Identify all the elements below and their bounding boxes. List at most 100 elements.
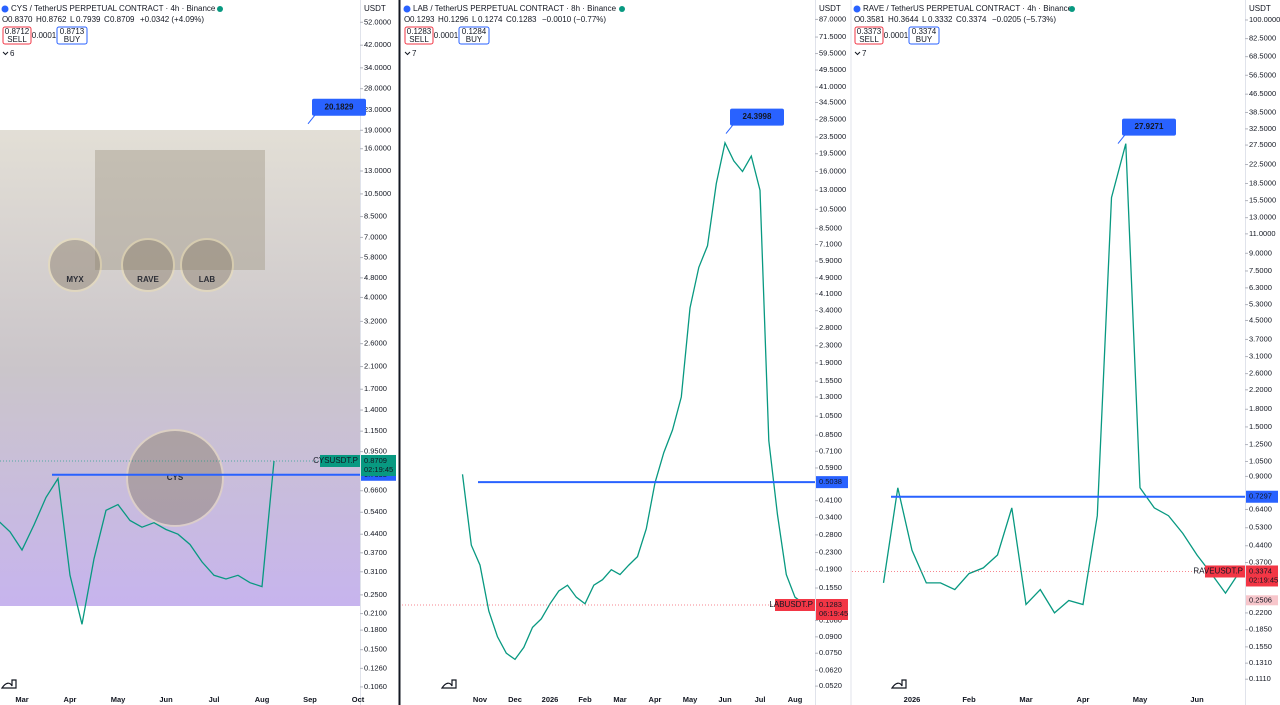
y-tick-label: 1.5000 [1249, 422, 1272, 431]
last-price-label: 0.8709 [364, 456, 387, 465]
sell-label: SELL [859, 35, 879, 44]
sell-price: 0.3373 [857, 27, 882, 36]
y-tick-label: 0.4100 [819, 496, 842, 505]
y-tick-label: 15.5000 [1249, 196, 1276, 205]
y-tick-label: 46.5000 [1249, 89, 1276, 98]
y-tick-label: 1.3000 [819, 392, 842, 401]
ohlc-value: 0.8370 [8, 15, 33, 24]
y-tick-label: 3.7000 [1249, 334, 1272, 343]
buy-price: 0.1284 [462, 27, 487, 36]
x-tick-label: Apr [64, 695, 77, 704]
y-tick-label: 59.5000 [819, 49, 846, 58]
y-tick-label: 13.0000 [1249, 213, 1276, 222]
currency: USDT [364, 4, 386, 13]
y-tick-label: 0.9500 [364, 447, 387, 456]
x-tick-label: Jun [159, 695, 173, 704]
buy-button[interactable] [56, 26, 88, 45]
y-tick-label: 0.1310 [1249, 658, 1272, 667]
y-tick-label: 0.2800 [819, 530, 842, 539]
chart-logo [890, 679, 907, 689]
indicator-count: 7 [862, 49, 867, 58]
y-tick-label: 2.6000 [1249, 369, 1272, 378]
buy-price: 0.3374 [912, 27, 937, 36]
indicator-count: 7 [412, 49, 417, 58]
sell-label: SELL [7, 35, 27, 44]
sell-button[interactable] [854, 26, 884, 45]
x-tick-label: Mar [15, 695, 28, 704]
y-tick-label: 19.5000 [819, 149, 846, 158]
symbol-title: CYS / TetherUS PERPETUAL CONTRACT · 4h ·… [11, 4, 216, 13]
indicator-count: 6 [10, 49, 15, 58]
y-tick-label: 1.8000 [1249, 404, 1272, 413]
ohlc-value: 0.1296 [444, 15, 469, 24]
y-tick-label: 0.1800 [364, 625, 387, 634]
ohlc-value: 0.7939 [76, 15, 101, 24]
status-dot [619, 6, 625, 12]
collapse-chevron[interactable] [854, 51, 861, 56]
x-tick-label: 2026 [904, 695, 921, 704]
peak-label: 20.1829 [325, 102, 354, 111]
x-tick-label: Feb [578, 695, 592, 704]
y-tick-label: 0.1550 [1249, 642, 1272, 651]
y-tick-label: 0.0750 [819, 648, 842, 657]
collapse-chevron[interactable] [404, 51, 411, 56]
symbol-icon [853, 5, 861, 13]
art-medallion [180, 238, 234, 292]
ohlc-value: 0.3332 [928, 15, 953, 24]
y-tick-label: 52.0000 [364, 17, 391, 26]
ohlc-value: 0.3374 [962, 15, 987, 24]
y-tick-label: 4.8000 [364, 273, 387, 282]
sell-button[interactable] [2, 26, 32, 45]
y-tick-label: 1.4000 [364, 405, 387, 414]
sell-price: 0.1283 [407, 27, 432, 36]
y-tick-label: 100.0000 [1249, 15, 1280, 24]
sell-button[interactable] [404, 26, 434, 45]
currency: USDT [1249, 4, 1271, 13]
buy-button[interactable] [908, 26, 940, 45]
ohlc-key: L [70, 15, 75, 24]
buy-label: BUY [64, 35, 81, 44]
art-medallion [48, 238, 102, 292]
y-tick-label: 0.2100 [364, 609, 387, 618]
y-tick-label: 0.1850 [1249, 625, 1272, 634]
y-tick-label: 2.6000 [364, 339, 387, 348]
y-tick-label: 0.3700 [364, 548, 387, 557]
x-tick-label: 2026 [542, 695, 559, 704]
level-label-bg [816, 476, 848, 489]
y-tick-label: 8.5000 [819, 223, 842, 232]
y-tick-label: 5.9000 [819, 256, 842, 265]
last-price-label: 0.3374 [1249, 566, 1272, 575]
buy-button[interactable] [458, 26, 490, 45]
y-tick-label: 4.1000 [819, 289, 842, 298]
x-tick-label: Dec [508, 695, 522, 704]
buy-label: BUY [466, 35, 483, 44]
y-tick-label: 2.3000 [819, 341, 842, 350]
spread: 0.0001 [434, 31, 459, 40]
ohlc-value: 0.8762 [42, 15, 67, 24]
ohlc-change: +0.0342 (+4.09%) [140, 15, 204, 24]
ohlc-key: L [472, 15, 477, 24]
y-tick-label: 10.5000 [819, 204, 846, 213]
symbol-icon [1, 5, 9, 13]
collapse-chevron[interactable] [2, 51, 9, 56]
y-tick-label: 2.8000 [819, 323, 842, 332]
x-tick-label: Mar [613, 695, 626, 704]
x-tick-label: Feb [962, 695, 976, 704]
ohlc-value: 0.1274 [478, 15, 503, 24]
y-tick-label: 0.4400 [1249, 541, 1272, 550]
x-tick-label: Apr [649, 695, 662, 704]
sell-label: SELL [409, 35, 429, 44]
x-tick-label: Mar [1019, 695, 1032, 704]
peak-label-bg [730, 108, 784, 126]
art-text: LAB [199, 275, 216, 284]
art-medallion [126, 429, 224, 527]
ohlc-key: O [2, 15, 8, 24]
y-tick-label: 23.0000 [364, 105, 391, 114]
x-tick-label: Aug [255, 695, 270, 704]
y-tick-label: 34.5000 [819, 97, 846, 106]
x-tick-label: Jul [755, 695, 766, 704]
buy-label: BUY [916, 35, 933, 44]
y-tick-label: 16.0000 [819, 167, 846, 176]
y-tick-label: 42.0000 [364, 40, 391, 49]
